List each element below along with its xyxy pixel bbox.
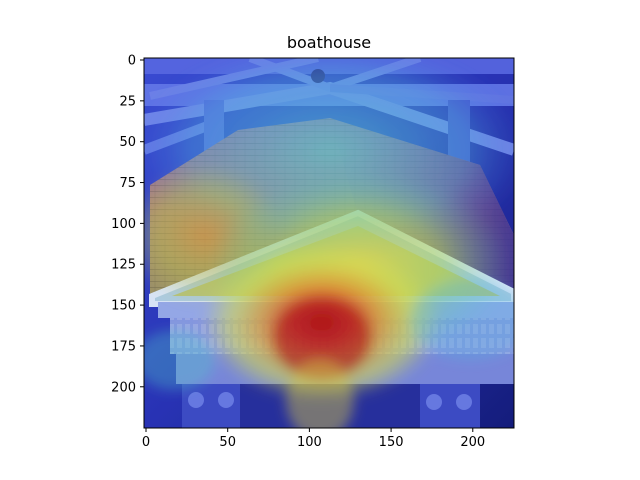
x-axis-ticks: 0 50 100 150 200 (142, 428, 485, 450)
y-tick-label: 125 (111, 258, 136, 273)
y-tick-label: 150 (111, 299, 136, 314)
y-axis-ticks: 0 25 50 75 100 125 150 175 200 (111, 54, 144, 395)
x-tick-label: 200 (460, 435, 485, 450)
x-tick-label: 0 (142, 435, 150, 450)
y-tick-label: 200 (111, 380, 136, 395)
heatmap-overlay (144, 58, 514, 428)
x-tick-label: 50 (219, 435, 236, 450)
heatmap-image (144, 58, 514, 428)
axes-frame (143, 57, 515, 429)
y-tick-label: 175 (111, 339, 136, 354)
y-tick-label: 50 (119, 135, 136, 150)
y-tick-label: 100 (111, 217, 136, 232)
y-tick-label: 0 (128, 54, 136, 69)
x-tick-label: 150 (379, 435, 404, 450)
y-tick-label: 75 (119, 176, 136, 191)
x-tick-label: 100 (297, 435, 322, 450)
y-tick-label: 25 (119, 94, 136, 109)
plot-title: boathouse (287, 33, 371, 52)
